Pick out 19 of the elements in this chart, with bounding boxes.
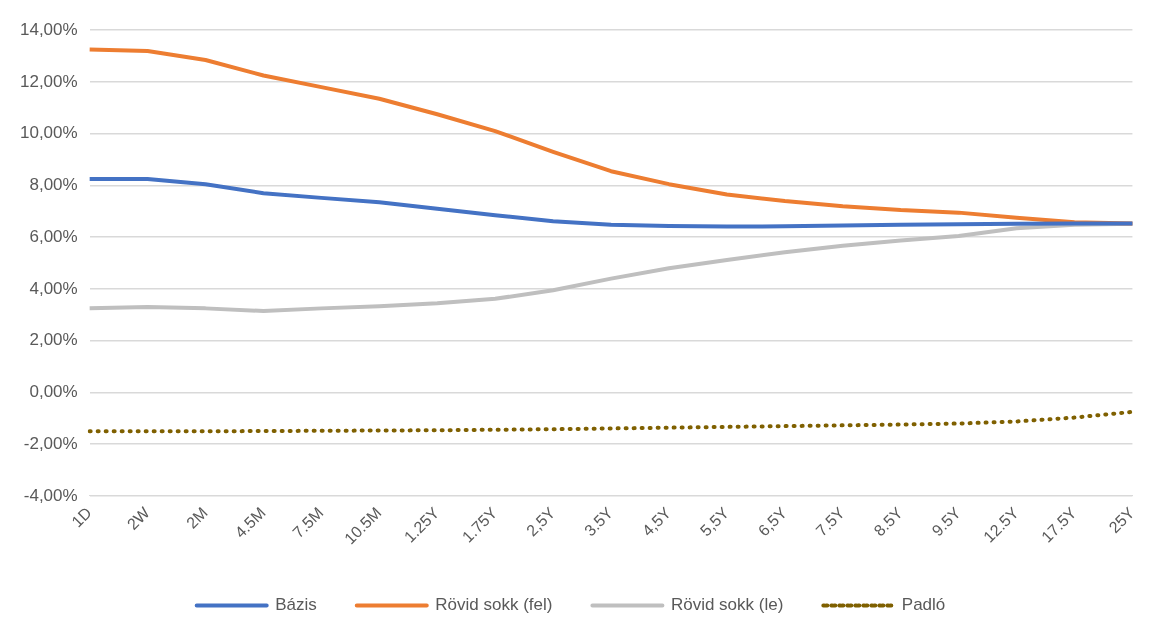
y-tick-label: -2,00% bbox=[23, 433, 78, 453]
y-tick-label: 8,00% bbox=[29, 175, 78, 195]
x-tick-label: 1D bbox=[68, 503, 95, 531]
legend-label: Rövid sokk (fel) bbox=[435, 595, 553, 615]
y-tick-label: 12,00% bbox=[19, 71, 78, 91]
y-tick-label: 2,00% bbox=[29, 330, 78, 350]
y-tick-label: 10,00% bbox=[19, 123, 78, 143]
legend-label: Padló bbox=[901, 595, 946, 615]
line-series bbox=[87, 409, 1135, 434]
y-tick-label: 6,00% bbox=[29, 226, 78, 246]
y-tick-label: -4,00% bbox=[23, 485, 78, 505]
y-tick-label: 14,00% bbox=[19, 19, 78, 39]
legend-label: Rövid sokk (le) bbox=[670, 595, 784, 615]
x-tick-label: 2M bbox=[183, 503, 211, 532]
y-tick-label: 0,00% bbox=[29, 382, 78, 402]
x-tick-label: 25Y bbox=[1105, 503, 1138, 537]
legend-label: Bázis bbox=[275, 595, 317, 615]
x-tick-label: 2W bbox=[123, 503, 154, 533]
y-tick-label: 4,00% bbox=[29, 278, 78, 298]
